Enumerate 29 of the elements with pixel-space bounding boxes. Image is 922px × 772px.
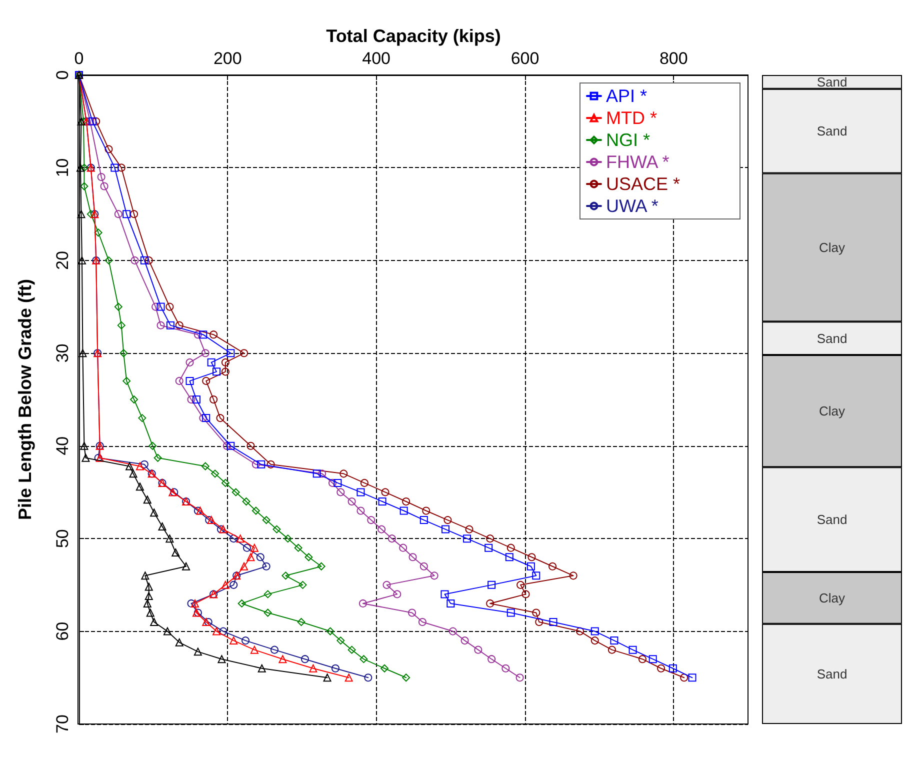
y-tick-label: 0 [53,70,72,80]
x-tick-label: 200 [213,49,242,68]
data-label: Sand [816,124,848,139]
data-label: Sand [816,512,848,528]
x-axis-title: Total Capacity (kips) [326,26,501,46]
y-tick-label: 10 [53,158,72,178]
data-label: Clay [818,240,846,255]
y-tick-label: 20 [53,250,72,270]
y-tick-label: 70 [53,714,72,734]
data-label: Sand [816,666,848,682]
legend-label: NGI * [606,130,650,150]
legend-label: MTD * [606,108,657,128]
y-tick-label: 40 [53,436,72,456]
y-tick-label: 30 [53,344,72,363]
x-tick-label: 800 [659,49,688,68]
data-label: Clay [818,590,846,606]
data-label: Sand [816,330,848,346]
legend-label: USACE * [606,174,680,194]
y-axis-title: Pile Length Below Grade (ft) [15,278,35,520]
x-tick-label: 400 [362,49,391,68]
legend-label: UWA * [606,196,658,216]
y-tick-label: 50 [53,529,72,548]
x-tick-label: 600 [510,49,540,68]
legend-label: FHWA * [606,152,670,172]
y-tick-label: 60 [53,622,72,641]
legend-label: API * [606,86,648,106]
x-tick-label: 0 [74,49,84,68]
data-label: Sand [816,74,848,90]
data-label: Clay [818,404,846,419]
